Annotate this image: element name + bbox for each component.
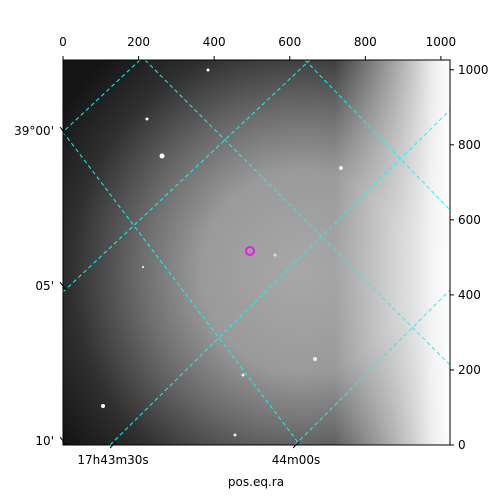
x-tick-label: 600 <box>278 35 301 49</box>
ra-tick <box>292 441 300 449</box>
y-tick-label: 800 <box>458 138 481 152</box>
x-tick-label: 400 <box>203 35 226 49</box>
ra-tick-label: 44m00s <box>272 453 320 467</box>
y-tick-label: 600 <box>458 213 481 227</box>
ra-tick <box>109 441 117 449</box>
x-tick-label: 200 <box>127 35 150 49</box>
y-tick-label: 1000 <box>458 63 489 77</box>
dec-tick <box>59 281 67 291</box>
dec-tick <box>59 126 67 136</box>
dec-tick <box>59 436 67 446</box>
dec-tick-label: 05' <box>35 279 54 293</box>
x-axis-label: pos.eq.ra <box>228 475 284 489</box>
dec-tick-label: 39°00' <box>14 124 54 138</box>
y-tick-label: 200 <box>458 363 481 377</box>
y-tick-label: 400 <box>458 288 481 302</box>
x-tick-label: 0 <box>59 35 67 49</box>
frame <box>62 59 451 446</box>
x-tick-label: 1000 <box>426 35 457 49</box>
y-tick-label: 0 <box>458 438 466 452</box>
sky-image <box>63 60 450 445</box>
ra-tick-label: 17h43m30s <box>77 453 148 467</box>
x-tick-label: 800 <box>354 35 377 49</box>
dec-tick-label: 10' <box>35 434 54 448</box>
